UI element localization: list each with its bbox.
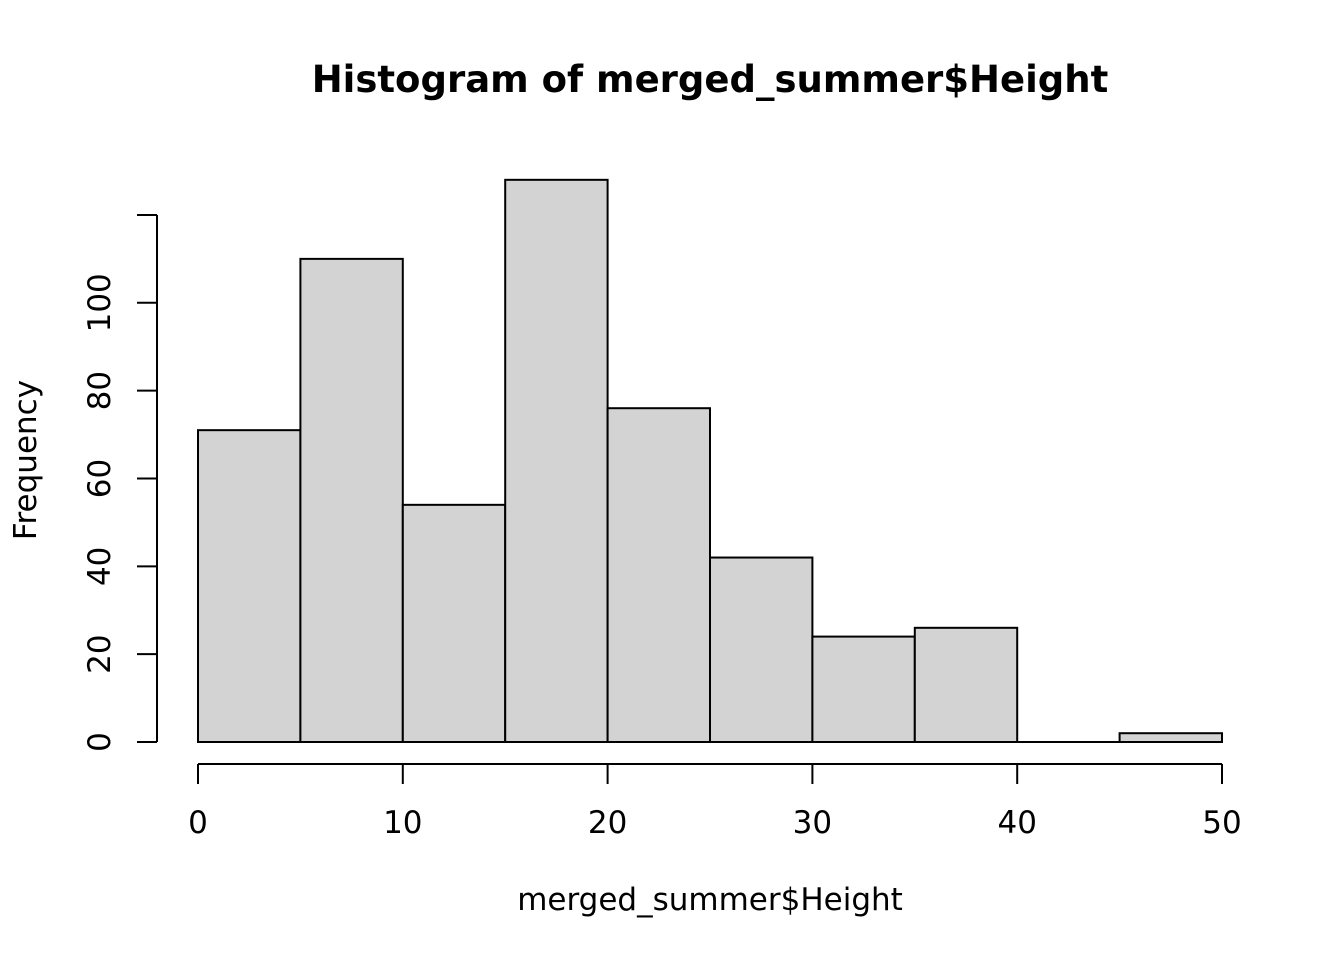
histogram-bar: [299, 257, 404, 743]
y-tick-label: 80: [82, 371, 118, 410]
x-tick-label: 10: [383, 805, 422, 841]
x-tick-label: 40: [997, 805, 1036, 841]
y-tick-label: 20: [82, 634, 118, 673]
x-tick-label: 0: [188, 805, 208, 841]
histogram-bar: [197, 429, 302, 743]
y-axis: 0 20 40 60 80 100: [82, 213, 158, 752]
y-tick-label: 40: [82, 547, 118, 586]
x-tick-label: 30: [793, 805, 832, 841]
y-tick-label: 60: [82, 459, 118, 498]
bars-group: [197, 178, 1223, 744]
y-axis-label: Frequency: [8, 380, 44, 540]
histogram-bar: [913, 626, 1019, 743]
chart-title: Histogram of merged_summer$Height: [312, 58, 1109, 101]
y-tick-label: 100: [82, 273, 118, 332]
x-axis: 0 10 20 30 40 50: [188, 763, 1242, 841]
y-tick-label: 0: [82, 732, 118, 752]
histogram-bar: [1118, 732, 1223, 744]
histogram-bar: [709, 556, 814, 744]
x-tick-label: 20: [588, 805, 627, 841]
x-tick-label: 50: [1202, 805, 1241, 841]
histogram-bar: [401, 503, 507, 743]
histogram-bar: [606, 407, 711, 743]
histogram-bar: [504, 178, 609, 744]
histogram-bar: [811, 635, 916, 743]
x-axis-label: merged_summer$Height: [517, 882, 903, 918]
